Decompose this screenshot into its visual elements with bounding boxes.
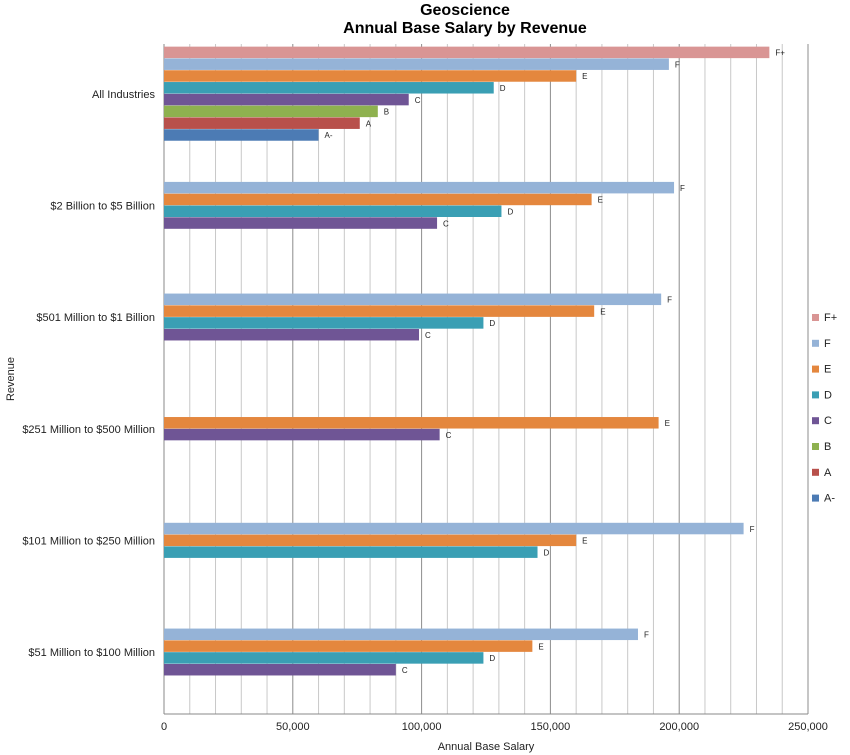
bar	[164, 522, 744, 535]
legend-swatch	[812, 339, 819, 347]
legend-swatch	[812, 314, 819, 321]
y-tick-label: All Industries	[92, 89, 155, 101]
legend-label: E	[824, 364, 831, 376]
bar	[164, 93, 409, 106]
bar	[164, 181, 675, 194]
data-label: C	[402, 666, 408, 675]
legend-label: A-	[824, 493, 835, 505]
data-label: E	[665, 419, 670, 428]
y-tick-label: $101 Million to $250 Million	[22, 536, 155, 548]
data-label: F+	[775, 49, 785, 58]
data-label: C	[446, 431, 452, 440]
bar	[164, 129, 319, 141]
data-label: E	[582, 537, 587, 546]
data-label: A	[366, 119, 372, 128]
x-tick-label: 0	[161, 721, 167, 733]
x-tick-label: 200,000	[659, 721, 699, 733]
data-label: F	[680, 184, 685, 193]
data-label: E	[598, 196, 603, 205]
legend-swatch	[812, 417, 819, 425]
bar	[164, 652, 484, 664]
legend-swatch	[812, 468, 819, 476]
bar	[164, 628, 638, 641]
bar	[164, 293, 662, 306]
legend-swatch	[812, 443, 819, 450]
bar	[164, 70, 577, 82]
legend-label: B	[824, 441, 831, 453]
bar	[164, 534, 577, 547]
data-label: E	[600, 307, 605, 316]
bar	[164, 640, 533, 652]
bar	[164, 193, 592, 206]
bar	[164, 105, 378, 118]
bar	[164, 317, 484, 329]
data-label: F	[675, 60, 680, 69]
legend-swatch	[812, 494, 819, 502]
bar	[164, 428, 440, 441]
bar	[164, 117, 360, 129]
bar	[164, 328, 420, 341]
bar	[164, 217, 438, 229]
y-tick-label: $251 Million to $500 Million	[22, 424, 155, 436]
data-label: B	[384, 108, 389, 117]
data-label: C	[425, 331, 431, 340]
y-tick-label: $2 Billion to $5 Billion	[50, 201, 155, 213]
bar	[164, 663, 396, 676]
data-label: F	[667, 296, 672, 305]
legend-label: F+	[824, 312, 837, 324]
data-label: C	[443, 219, 449, 228]
y-tick-label: $501 Million to $1 Billion	[36, 312, 155, 324]
data-label: D	[500, 84, 506, 93]
data-label: D	[489, 654, 495, 663]
chart-title: Geoscience	[420, 2, 510, 19]
x-tick-label: 150,000	[531, 721, 571, 733]
data-label: F	[644, 631, 649, 640]
legend-label: C	[824, 415, 832, 427]
data-label: D	[489, 319, 495, 328]
legend-label: A	[824, 467, 832, 479]
x-tick-label: 250,000	[788, 721, 828, 733]
legend-label: D	[824, 389, 832, 401]
x-tick-label: 100,000	[402, 721, 442, 733]
y-axis-title: Revenue	[5, 357, 17, 401]
data-label: A-	[325, 131, 333, 140]
chart-subtitle: Annual Base Salary by Revenue	[343, 20, 587, 37]
x-axis-title: Annual Base Salary	[438, 741, 535, 753]
bar	[164, 82, 494, 94]
legend-swatch	[812, 391, 819, 399]
legend-label: F	[824, 338, 831, 350]
legend-swatch	[812, 365, 819, 373]
bar	[164, 58, 669, 70]
x-tick-label: 50,000	[276, 721, 310, 733]
bar	[164, 46, 770, 59]
data-label: C	[415, 96, 421, 105]
bar	[164, 205, 502, 217]
data-label: D	[544, 548, 550, 557]
data-label: E	[538, 642, 543, 651]
data-label: E	[582, 72, 587, 81]
data-label: F	[750, 525, 755, 534]
data-label: D	[507, 208, 513, 217]
bar	[164, 417, 659, 429]
bar	[164, 305, 595, 317]
bar	[164, 546, 538, 558]
y-tick-label: $51 Million to $100 Million	[28, 647, 155, 659]
